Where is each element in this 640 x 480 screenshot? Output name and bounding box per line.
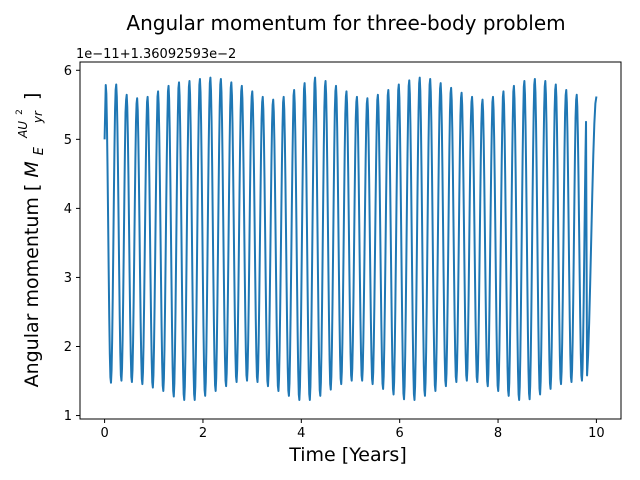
y-tick-label: 6 bbox=[64, 64, 72, 79]
series-line-angular-momentum bbox=[103, 76, 598, 401]
y-axis-unit-base: M bbox=[21, 161, 43, 177]
y-axis-unit-sub: E bbox=[32, 146, 47, 155]
chart-title: Angular momentum for three-body problem bbox=[126, 11, 565, 35]
y-tick-label: 1 bbox=[64, 409, 72, 424]
x-axis-title: Time [Years] bbox=[288, 444, 407, 466]
y-offset-text: 1e−11+1.36092593e−2 bbox=[76, 47, 236, 62]
y-tick-label: 5 bbox=[64, 133, 72, 148]
y-axis-ticks: 1 2 3 4 5 6 bbox=[64, 64, 80, 424]
y-axis-title: Angular momentum [ M E AU 2 yr ] bbox=[5, 93, 48, 388]
plot-area-frame bbox=[79, 61, 622, 420]
x-tick-label: 6 bbox=[396, 426, 404, 441]
x-tick-label: 2 bbox=[199, 426, 207, 441]
y-tick-label: 4 bbox=[64, 202, 72, 217]
y-axis-unit-numerator: AU bbox=[16, 121, 30, 139]
y-tick-label: 3 bbox=[64, 271, 72, 286]
y-axis-title-prefix: Angular momentum [ bbox=[21, 184, 43, 388]
y-axis-unit-suffix: ] bbox=[21, 93, 43, 100]
y-axis-unit-denominator: yr bbox=[31, 110, 45, 124]
x-tick-label: 8 bbox=[494, 426, 502, 441]
x-tick-label: 4 bbox=[297, 426, 305, 441]
x-axis-ticks: 0 2 4 6 8 10 bbox=[100, 419, 605, 441]
x-tick-label: 0 bbox=[100, 426, 108, 441]
y-tick-label: 2 bbox=[64, 340, 72, 355]
x-tick-label: 10 bbox=[588, 426, 605, 441]
y-axis-unit-numerator-sup: 2 bbox=[15, 109, 25, 115]
